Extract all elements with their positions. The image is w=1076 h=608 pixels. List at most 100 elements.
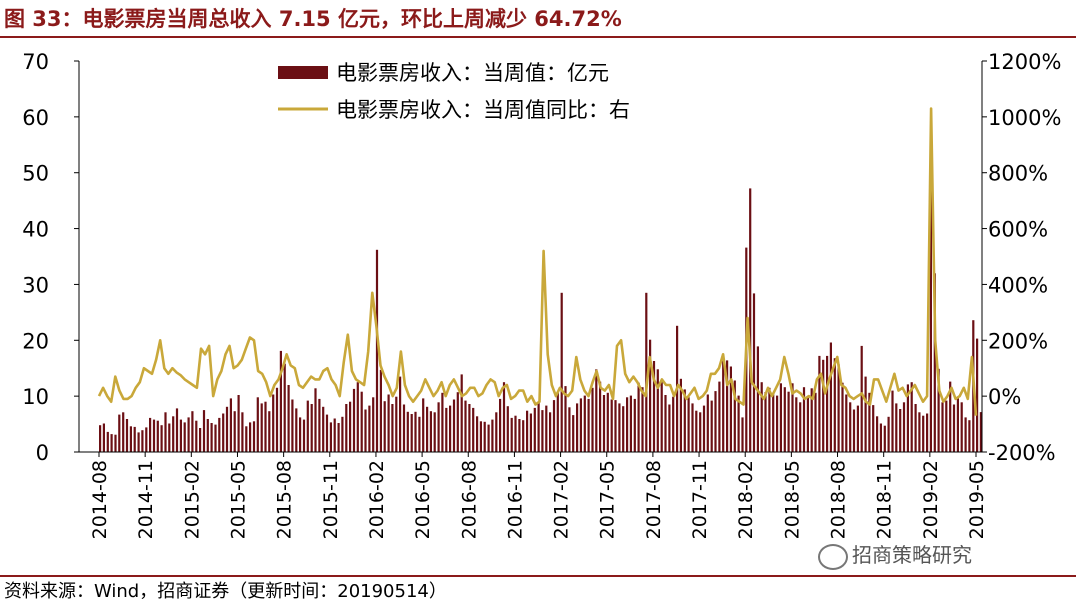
bar — [441, 392, 444, 452]
bar — [356, 382, 359, 452]
bar — [737, 395, 740, 452]
bar — [406, 411, 409, 452]
x-tick-label: 2015-11 — [320, 460, 342, 539]
bar — [125, 419, 129, 452]
bar — [199, 428, 202, 452]
x-tick-label: 2017-08 — [643, 460, 665, 539]
bar — [175, 408, 179, 452]
x-tick-label: 2018-02 — [735, 460, 757, 539]
bar — [414, 411, 417, 452]
bar — [799, 402, 802, 452]
y-right-tick-label: 1000% — [988, 106, 1061, 130]
bar — [433, 412, 436, 452]
bar — [526, 410, 529, 452]
bar — [364, 409, 367, 452]
bar — [275, 387, 279, 452]
bar — [952, 404, 956, 452]
bar — [956, 398, 959, 452]
bar — [872, 405, 875, 452]
x-tick-label: 2016-08 — [458, 460, 480, 539]
bar — [291, 399, 294, 452]
bar — [145, 427, 148, 452]
bar — [756, 346, 759, 452]
bar — [225, 406, 229, 452]
bar — [268, 411, 271, 452]
bar — [129, 426, 132, 452]
bar — [610, 399, 613, 452]
chart-title: 图 33：电影票房当周总收入 7.15 亿元，环比上周减少 64.72% — [4, 7, 622, 31]
bar — [514, 415, 517, 452]
legend-bar-swatch — [278, 66, 328, 79]
bar — [899, 409, 902, 452]
source-rule — [0, 575, 1076, 577]
bar — [422, 398, 425, 452]
bar — [902, 402, 906, 452]
bar — [837, 364, 840, 452]
bar — [664, 395, 667, 452]
y-right-tick-label: 800% — [988, 162, 1048, 186]
bar — [172, 416, 175, 452]
bar — [579, 398, 582, 452]
y-left-tick-label: 50 — [22, 162, 49, 186]
bar — [541, 410, 544, 452]
x-tick-label: 2015-02 — [181, 460, 203, 539]
bar — [152, 419, 156, 452]
bar — [583, 395, 586, 452]
bar — [179, 419, 182, 452]
bar — [656, 369, 659, 452]
bar — [718, 381, 721, 452]
y-right-tick-label: 1200% — [988, 50, 1061, 74]
bar — [110, 434, 113, 452]
bar — [672, 396, 675, 452]
bar — [722, 355, 725, 452]
bar — [314, 388, 317, 452]
bar — [976, 338, 979, 452]
chart: 0 10 20 30 40 50 60 70 -200% 0% 200% 400% 600% 800% 10… — [22, 50, 1061, 539]
bar — [937, 368, 940, 452]
x-tick-label: 2015-08 — [274, 460, 296, 539]
bar — [879, 423, 882, 452]
bar — [399, 376, 402, 452]
bar — [299, 417, 302, 452]
bar — [102, 423, 105, 452]
bar — [318, 398, 321, 452]
bar-series — [99, 134, 982, 452]
bar — [895, 403, 898, 452]
bar — [645, 292, 648, 452]
bar — [506, 406, 509, 452]
bar — [522, 420, 525, 452]
y-left-tick-label: 60 — [22, 106, 49, 130]
bar — [329, 422, 332, 452]
bar — [741, 417, 744, 452]
bar — [391, 404, 394, 452]
bar — [502, 382, 506, 452]
axes: 0 10 20 30 40 50 60 70 -200% 0% 200% 400% 600% 800% 10… — [22, 50, 1061, 539]
bar — [910, 382, 913, 452]
bar — [264, 401, 267, 452]
bar — [949, 381, 952, 452]
watermark-text: 招商策略研究 — [852, 543, 972, 567]
bar — [295, 408, 298, 452]
bar — [556, 392, 559, 452]
bar — [764, 392, 767, 452]
x-tick-label: 2014-11 — [135, 460, 157, 539]
bar — [499, 398, 502, 452]
bar — [272, 394, 275, 452]
bar — [622, 406, 625, 452]
y-left-tick-label: 40 — [22, 218, 49, 242]
bar — [641, 387, 644, 452]
bar — [926, 413, 929, 452]
y-left-tick-label: 0 — [36, 441, 49, 465]
bar — [241, 412, 244, 452]
bar — [591, 387, 594, 452]
bar — [922, 415, 925, 452]
x-tick-label: 2019-02 — [920, 460, 942, 539]
bar — [214, 424, 217, 452]
x-tick-label: 2017-05 — [597, 460, 619, 539]
bar — [576, 403, 579, 452]
bar — [379, 369, 382, 452]
bar — [456, 392, 459, 452]
bar — [256, 397, 259, 452]
bar — [168, 423, 171, 452]
bar — [322, 406, 325, 452]
